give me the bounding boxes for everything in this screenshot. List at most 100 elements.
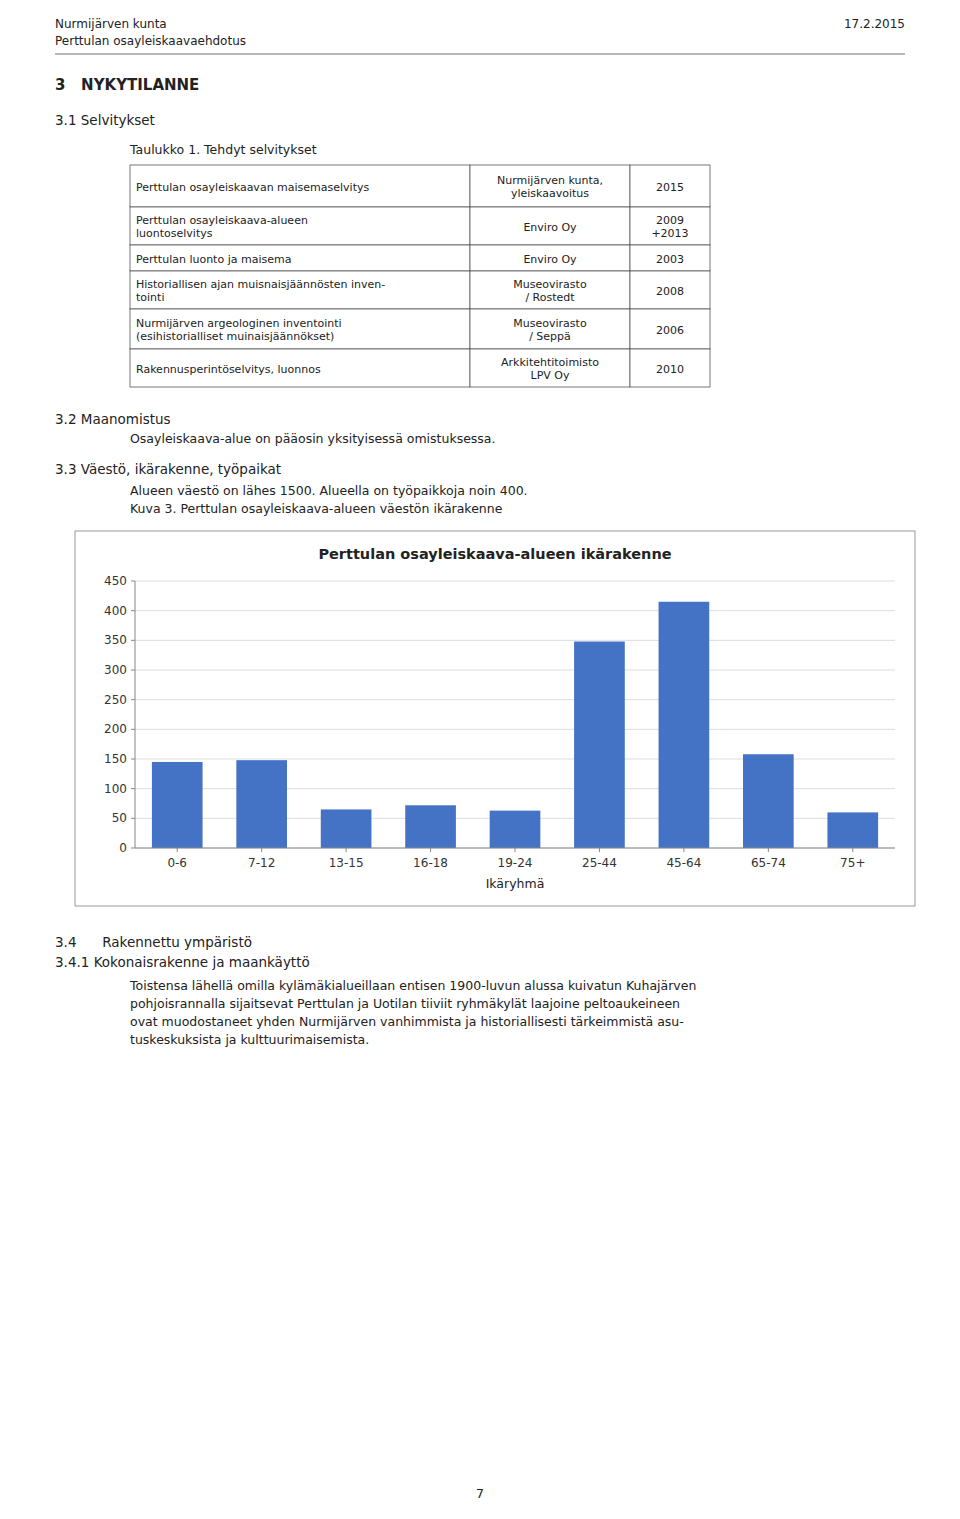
- table-cell-text: Historiallisen ajan muisnaisjäännösten i…: [136, 278, 385, 304]
- table-cell: [630, 349, 710, 387]
- y-tick: [131, 729, 135, 730]
- table-cell-line: 2015: [656, 181, 684, 194]
- bars: [152, 602, 878, 848]
- x-tick: [177, 848, 178, 852]
- x-tick: [599, 848, 600, 852]
- x-tick-label: 65-74: [751, 856, 786, 870]
- table-cell-text: Nurmijärven kunta,yleiskaavoitus: [497, 174, 603, 200]
- table-cell-line: Perttulan luonto ja maisema: [136, 253, 291, 266]
- grid-line: [135, 581, 895, 582]
- table-cell: [470, 271, 630, 309]
- header-rule: [55, 54, 905, 55]
- bar: [490, 811, 541, 848]
- page-number: 7: [476, 1486, 484, 1501]
- table-cell-text: Enviro Oy: [523, 253, 577, 266]
- x-tick: [261, 848, 262, 852]
- y-tick-label: 300: [104, 663, 127, 677]
- table-cell-text: 2015: [656, 181, 684, 194]
- table-cell-text: 2006: [656, 324, 684, 337]
- page-subtitle: Perttulan osayleiskaavaehdotus: [55, 34, 246, 48]
- bar: [827, 812, 878, 848]
- table-cell: [470, 165, 630, 207]
- table-cell: [130, 165, 470, 207]
- table-cell-text: Rakennusperintöselvitys, luonnos: [136, 363, 321, 376]
- page-background: [0, 0, 960, 1519]
- table-cell-line: 2003: [656, 253, 684, 266]
- table-cell: [130, 309, 470, 349]
- chart: Perttulan osayleiskaava-alueen ikärakenn…: [75, 531, 915, 906]
- table-cell-line: Historiallisen ajan muisnaisjäännösten i…: [136, 278, 385, 291]
- sub-heading: 3.4.1 Kokonaisrakenne ja maankäyttö: [55, 954, 310, 970]
- x-tick-label: 7-12: [248, 856, 275, 870]
- table-cell-line: Enviro Oy: [523, 221, 577, 234]
- y-tick-label: 100: [104, 782, 127, 796]
- table-cell-line: / Rostedt: [525, 291, 575, 304]
- paragraph-line: Toistensa lähellä omilla kylämäkialueill…: [129, 978, 696, 993]
- grid-line: [135, 729, 895, 730]
- x-tick-label: 45-64: [666, 856, 701, 870]
- table-cell-line: +2013: [651, 227, 688, 240]
- paragraph: Osayleiskaava-alue on pääosin yksityises…: [130, 431, 496, 446]
- x-tick: [515, 848, 516, 852]
- y-tick: [131, 759, 135, 760]
- table-cell-line: Nurmijärven argeologinen inventointi: [136, 317, 342, 330]
- table-cell-line: (esihistorialliset muinaisjäännökset): [136, 330, 334, 343]
- x-axis-label: Ikäryhmä: [486, 876, 545, 891]
- table-cell-text: Perttulan osayleiskaava-alueenluontoselv…: [136, 214, 308, 240]
- y-tick-label: 150: [104, 752, 127, 766]
- grid-line: [135, 610, 895, 611]
- table-cell-line: Arkkitehtitoimisto: [501, 356, 599, 369]
- y-tick: [131, 818, 135, 819]
- y-tick: [131, 848, 135, 849]
- table-cell: [130, 207, 470, 245]
- table-cell-text: Enviro Oy: [523, 221, 577, 234]
- table-cell-text: Perttulan luonto ja maisema: [136, 253, 291, 266]
- table-cell-text: Perttulan osayleiskaavan maisemaselvitys: [136, 181, 370, 194]
- figure-caption: Kuva 3. Perttulan osayleiskaava-alueen v…: [130, 501, 503, 516]
- y-tick: [131, 670, 135, 671]
- y-tick-label: 350: [104, 633, 127, 647]
- table-cell-line: tointi: [136, 291, 164, 304]
- grid-line: [135, 640, 895, 641]
- y-tick: [131, 699, 135, 700]
- sub-heading: 3.1 Selvitykset: [55, 112, 155, 128]
- paragraph-line: pohjoisrannalla sijaitsevat Perttulan ja…: [130, 996, 680, 1011]
- table-cell-line: 2009: [656, 214, 684, 227]
- table-cell-line: Rakennusperintöselvitys, luonnos: [136, 363, 321, 376]
- table-cell-line: Nurmijärven kunta,: [497, 174, 603, 187]
- x-tick: [346, 848, 347, 852]
- table-cell-text: ArkkitehtitoimistoLPV Oy: [501, 356, 599, 382]
- x-tick-label: 25-44: [582, 856, 617, 870]
- paragraph: Alueen väestö on lähes 1500. Alueella on…: [130, 483, 528, 498]
- x-tick-label: 13-15: [329, 856, 364, 870]
- table-cell-line: 2006: [656, 324, 684, 337]
- bar: [659, 602, 710, 848]
- section-heading: 3 NYKYTILANNE: [55, 76, 199, 94]
- table-cell-text: 2008: [656, 285, 684, 298]
- table-cell-line: LPV Oy: [531, 369, 570, 382]
- page: Nurmijärven kunta17.2.2015Perttulan osay…: [0, 0, 960, 1519]
- y-tick-label: 0: [119, 841, 127, 855]
- x-tick: [683, 848, 684, 852]
- x-tick: [852, 848, 853, 852]
- table-cell-text: Museovirasto/ Seppä: [513, 317, 587, 343]
- page-title-right: 17.2.2015: [844, 17, 905, 31]
- table-cell-text: 2003: [656, 253, 684, 266]
- x-tick: [430, 848, 431, 852]
- table-cell: [630, 207, 710, 245]
- bar: [574, 642, 625, 848]
- bar: [321, 809, 372, 848]
- table-cell-line: 2010: [656, 363, 684, 376]
- paragraph-line: tuskeskuksista ja kulttuurimaisemista.: [130, 1032, 369, 1047]
- table-caption: Taulukko 1. Tehdyt selvitykset: [129, 142, 317, 157]
- y-tick: [131, 640, 135, 641]
- y-tick-label: 250: [104, 693, 127, 707]
- table-cell: [130, 271, 470, 309]
- table-cell: [630, 271, 710, 309]
- table-cell-line: Museovirasto: [513, 278, 587, 291]
- table-cell-text: Museovirasto/ Rostedt: [513, 278, 587, 304]
- table-cell-line: yleiskaavoitus: [511, 187, 589, 200]
- chart-box: [75, 531, 915, 906]
- bar: [405, 805, 456, 848]
- table-cell-line: / Seppä: [529, 330, 571, 343]
